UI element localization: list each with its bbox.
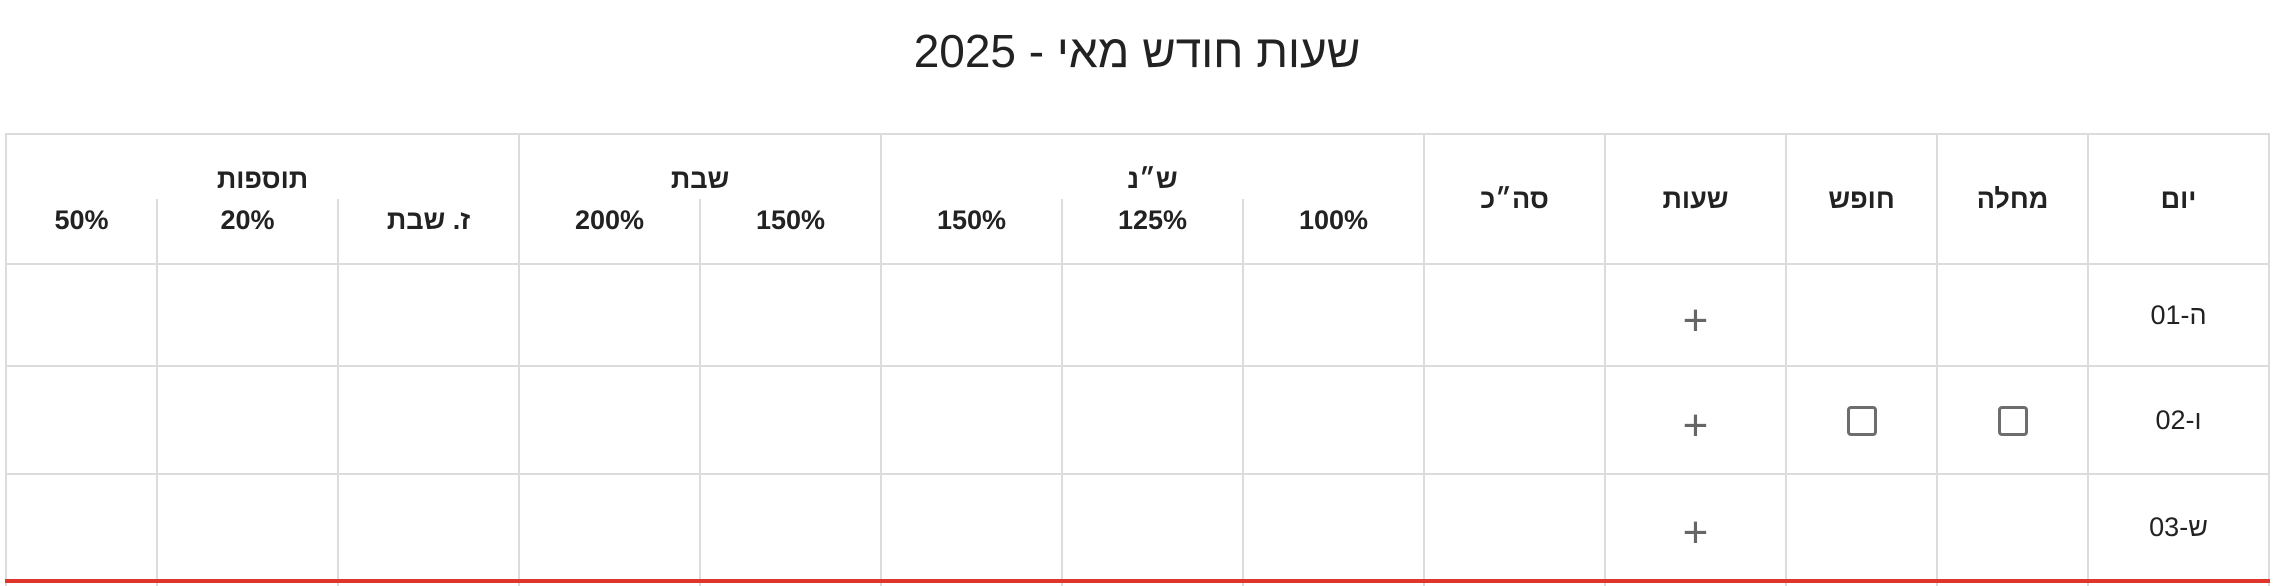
header-overtime-group: ש״נ [880, 133, 1426, 199]
table-body: ה-01 + ו-02 + [4, 263, 2271, 586]
add-hours-icon[interactable]: + [1682, 296, 1709, 345]
page-title: שעות חודש מאי - 2025 [913, 25, 1361, 77]
total-cell [1423, 263, 1607, 367]
shabbat-entitlement-cell [337, 365, 521, 475]
additions-50-cell [4, 263, 159, 367]
overtime-150-cell [880, 263, 1064, 367]
header-shabbat-200: 200% [518, 199, 702, 265]
total-cell [1423, 365, 1607, 475]
overtime-100-cell [1242, 365, 1426, 475]
sick-cell [1936, 365, 2090, 475]
row-cell [880, 579, 1064, 586]
sick-cell [1936, 473, 2090, 582]
additions-50-cell [4, 365, 159, 475]
header-additions-group: תוספות [4, 133, 521, 199]
header-overtime-150: 150% [880, 199, 1064, 265]
row-cell [2087, 579, 2271, 586]
row-cell [337, 579, 521, 586]
overtime-100-cell [1242, 263, 1426, 367]
vacation-cell [1785, 473, 1939, 582]
shabbat-200-cell [518, 263, 702, 367]
header-shabbat-group: שבת [518, 133, 883, 199]
total-cell [1423, 473, 1607, 582]
vacation-checkbox[interactable] [1846, 405, 1877, 436]
row-cell [1936, 579, 2090, 586]
header-vacation: חופש [1785, 133, 1939, 265]
row-cell [1423, 579, 1607, 586]
row-cell [1242, 579, 1426, 586]
header-hours: שעות [1604, 133, 1788, 265]
header-overtime-125: 125% [1061, 199, 1245, 265]
header-additions-50: 50% [4, 199, 159, 265]
hours-cell: + [1604, 365, 1788, 475]
day-cell: ה-01 [2087, 263, 2271, 367]
header-additions-20: 20% [156, 199, 340, 265]
overtime-125-cell [1061, 473, 1245, 582]
shabbat-entitlement-cell [337, 473, 521, 582]
row-cell [156, 579, 340, 586]
table-row: ש-03 + [4, 473, 2271, 582]
additions-20-cell [156, 365, 340, 475]
row-cell [699, 579, 883, 586]
overtime-150-cell [880, 365, 1064, 475]
shabbat-150-cell [699, 473, 883, 582]
shabbat-150-cell [699, 263, 883, 367]
vacation-cell [1785, 263, 1939, 367]
overtime-100-cell [1242, 473, 1426, 582]
sick-checkbox[interactable] [1997, 405, 2028, 436]
day-cell: ש-03 [2087, 473, 2271, 582]
hours-cell: + [1604, 263, 1788, 367]
additions-20-cell [156, 263, 340, 367]
header-day: יום [2087, 133, 2271, 265]
shabbat-entitlement-cell [337, 263, 521, 367]
overtime-125-cell [1061, 263, 1245, 367]
hours-table: יום מחלה חופש שעות סה״כ ש״נ שבת תוספות 1… [4, 133, 2271, 586]
row-cell [4, 579, 159, 586]
day-cell: ו-02 [2087, 365, 2271, 475]
sick-cell [1936, 263, 2090, 367]
row-cell [1604, 579, 1788, 586]
header-overtime-100: 100% [1242, 199, 1426, 265]
row-cell [1785, 579, 1939, 586]
header-total: סה״כ [1423, 133, 1607, 265]
header-sick: מחלה [1936, 133, 2090, 265]
table-row: ה-01 + [4, 263, 2271, 367]
header-shabbat-entitlement: ז. שבת [337, 199, 521, 265]
overtime-125-cell [1061, 365, 1245, 475]
table-header: יום מחלה חופש שעות סה״כ ש״נ שבת תוספות 1… [4, 133, 2271, 265]
additions-50-cell [4, 473, 159, 582]
shabbat-200-cell [518, 365, 702, 475]
shabbat-150-cell [699, 365, 883, 475]
row-cell [518, 579, 702, 586]
shabbat-200-cell [518, 473, 702, 582]
vacation-cell [1785, 365, 1939, 475]
add-hours-icon[interactable]: + [1682, 508, 1709, 557]
overtime-150-cell [880, 473, 1064, 582]
table-row-partial [4, 579, 2271, 586]
additions-20-cell [156, 473, 340, 582]
row-cell [1061, 579, 1245, 586]
add-hours-icon[interactable]: + [1682, 401, 1709, 450]
header-shabbat-150: 150% [699, 199, 883, 265]
table-row: ו-02 + [4, 365, 2271, 475]
hours-cell: + [1604, 473, 1788, 582]
